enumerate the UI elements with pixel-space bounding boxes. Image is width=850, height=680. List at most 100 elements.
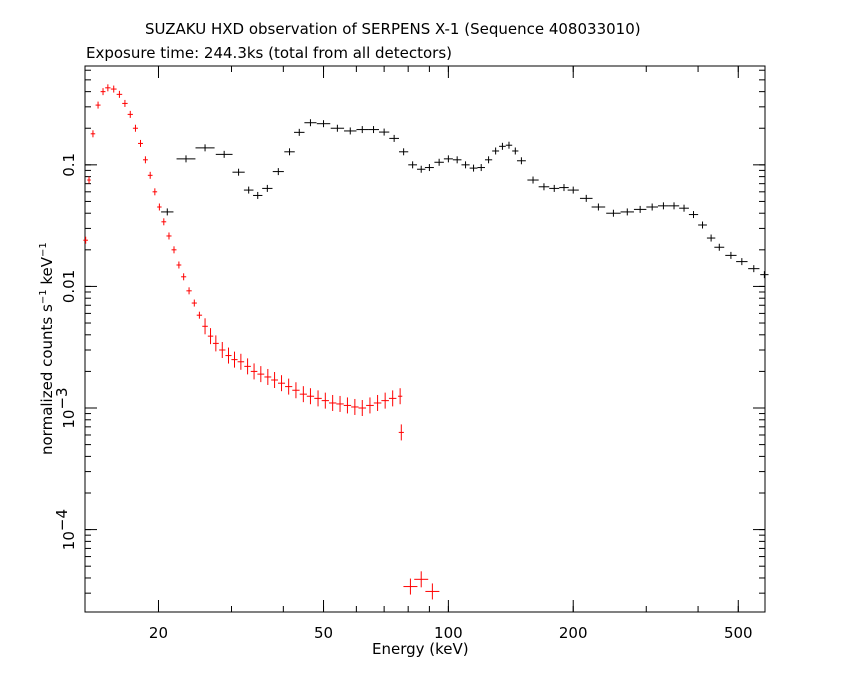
series-0-point-12 bbox=[142, 156, 148, 164]
series-1-point-23 bbox=[434, 158, 444, 166]
series-0-point-6 bbox=[110, 85, 117, 93]
series-0-point-9 bbox=[127, 110, 133, 118]
series-0-point-33 bbox=[257, 366, 265, 383]
series-0-point-44 bbox=[336, 395, 344, 412]
series-1-point-46 bbox=[657, 202, 669, 210]
series-1-point-38 bbox=[559, 184, 569, 192]
series-1-point-36 bbox=[538, 183, 550, 191]
series-0-point-23 bbox=[196, 311, 203, 319]
series-0-point-25 bbox=[207, 328, 214, 345]
y-tick-label-3: 0.1 bbox=[60, 153, 78, 177]
series-0-point-27 bbox=[219, 341, 226, 358]
series-1-point-45 bbox=[646, 203, 658, 211]
series-0-point-1 bbox=[87, 176, 91, 184]
series-1-point-5 bbox=[243, 186, 254, 194]
series-1-point-31 bbox=[499, 142, 506, 150]
x-axis-label: Energy (keV) bbox=[372, 640, 469, 658]
series-0-point-0 bbox=[83, 236, 89, 244]
y-axis-label-prefix: normalized counts s bbox=[38, 304, 56, 455]
y-axis-label-mid: keV bbox=[38, 256, 56, 290]
series-1-point-44 bbox=[633, 205, 647, 213]
series-1-point-48 bbox=[679, 204, 689, 212]
series-1-point-28 bbox=[477, 164, 485, 172]
series-0-point-14 bbox=[152, 188, 158, 196]
series-1-point-33 bbox=[512, 147, 519, 155]
series-1-point-49 bbox=[688, 211, 699, 219]
series-1-point-47 bbox=[668, 202, 680, 210]
series-1-point-1 bbox=[176, 155, 196, 163]
series-1-point-26 bbox=[461, 161, 470, 169]
series-0 bbox=[83, 84, 440, 600]
series-0-point-32 bbox=[250, 363, 258, 380]
plot-frame bbox=[84, 65, 766, 613]
series-0-point-15 bbox=[157, 203, 162, 211]
series-1-point-34 bbox=[516, 157, 526, 165]
series-0-point-30 bbox=[237, 353, 245, 370]
series-1-point-22 bbox=[424, 164, 434, 172]
chart-subtitle: Exposure time: 244.3ks (total from all d… bbox=[86, 44, 453, 62]
series-0-point-21 bbox=[186, 287, 192, 295]
series-1-point-21 bbox=[417, 165, 426, 173]
series-1-point-2 bbox=[195, 144, 215, 152]
series-1-point-43 bbox=[620, 208, 634, 216]
series-1-point-8 bbox=[272, 168, 284, 176]
series-0-point-40 bbox=[306, 388, 315, 405]
series-1-point-53 bbox=[725, 251, 737, 259]
series-1-point-14 bbox=[344, 127, 357, 135]
y-tick-label-1: 10−3 bbox=[53, 387, 78, 428]
series-0-point-29 bbox=[231, 351, 238, 368]
series-0-point-28 bbox=[225, 347, 232, 364]
series-0-point-35 bbox=[271, 371, 278, 388]
series-1 bbox=[161, 119, 769, 279]
series-0-point-51 bbox=[388, 390, 397, 407]
series-1-point-41 bbox=[591, 203, 606, 211]
x-tick-label-2: 100 bbox=[434, 624, 463, 642]
y-axis-label-exp-1: −1 bbox=[38, 289, 49, 305]
series-1-point-42 bbox=[606, 209, 621, 217]
series-0-point-54 bbox=[403, 578, 418, 595]
series-0-point-53 bbox=[398, 424, 404, 441]
series-1-point-17 bbox=[378, 128, 390, 136]
series-0-point-42 bbox=[321, 392, 329, 409]
series-1-point-3 bbox=[215, 150, 233, 158]
series-1-point-11 bbox=[304, 119, 317, 127]
series-1-point-37 bbox=[549, 184, 560, 192]
series-1-point-10 bbox=[294, 128, 305, 136]
y-tick-label-2: 0.01 bbox=[60, 270, 78, 303]
series-0-point-16 bbox=[161, 218, 167, 226]
x-tick-label-1: 50 bbox=[314, 624, 333, 642]
series-0-point-50 bbox=[381, 392, 389, 409]
series-1-point-18 bbox=[389, 134, 400, 142]
series-0-point-26 bbox=[212, 335, 219, 352]
series-0-point-34 bbox=[264, 368, 272, 385]
y-axis-label-exp-2: −1 bbox=[38, 242, 49, 257]
y-tick-label-exp-1: −3 bbox=[53, 387, 71, 409]
series-0-point-45 bbox=[343, 397, 352, 414]
series-0-point-47 bbox=[358, 400, 367, 417]
series-1-point-51 bbox=[706, 234, 716, 242]
series-1-point-9 bbox=[284, 148, 295, 156]
series-0-point-10 bbox=[132, 124, 139, 132]
x-tick-label-4: 500 bbox=[724, 624, 753, 642]
series-0-point-46 bbox=[351, 398, 359, 415]
series-1-point-25 bbox=[452, 156, 462, 164]
series-1-point-13 bbox=[330, 124, 345, 132]
series-0-point-49 bbox=[373, 394, 382, 411]
series-0-point-31 bbox=[244, 358, 251, 375]
series-0-point-17 bbox=[166, 232, 172, 240]
series-0-point-7 bbox=[116, 90, 123, 98]
series-1-point-19 bbox=[398, 148, 409, 156]
series-1-point-52 bbox=[714, 243, 725, 251]
series-0-point-5 bbox=[105, 84, 111, 92]
series-0-point-19 bbox=[176, 261, 182, 269]
series-0-point-18 bbox=[171, 246, 177, 254]
series-1-point-29 bbox=[484, 156, 493, 164]
y-tick-label-exp-0: −4 bbox=[53, 509, 71, 531]
series-1-point-27 bbox=[469, 164, 478, 172]
x-tick-label-3: 200 bbox=[559, 624, 588, 642]
series-1-point-7 bbox=[262, 184, 273, 192]
series-0-point-20 bbox=[181, 273, 187, 281]
series-0-point-8 bbox=[122, 99, 128, 107]
series-0-point-3 bbox=[95, 101, 101, 109]
series-1-point-4 bbox=[232, 168, 245, 176]
